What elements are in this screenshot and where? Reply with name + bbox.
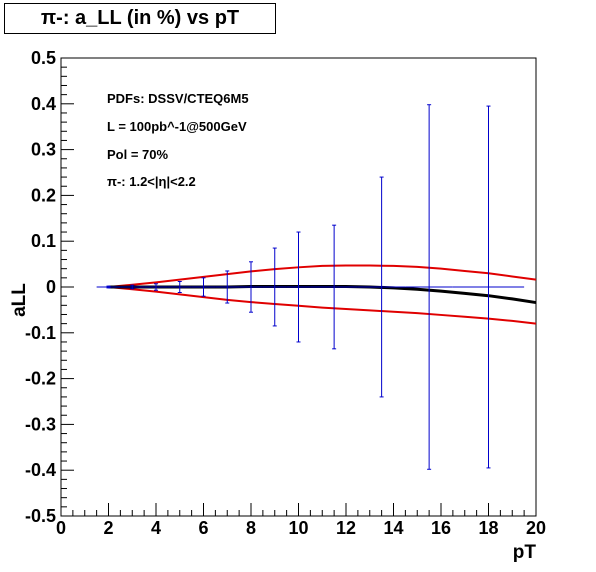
y-tick-label: 0.4	[31, 94, 56, 114]
y-tick-label: 0.2	[31, 185, 56, 205]
y-tick-label: 0	[46, 277, 56, 297]
x-tick-label: 8	[246, 518, 256, 538]
x-tick-label: 2	[103, 518, 113, 538]
y-tick-label: -0.1	[25, 323, 56, 343]
error-band-curve	[108, 286, 537, 325]
annotation-text: Pol = 70%	[107, 147, 168, 162]
x-tick-label: 14	[383, 518, 403, 538]
x-tick-label: 10	[288, 518, 308, 538]
x-tick-label: 18	[478, 518, 498, 538]
y-tick-label: 0.1	[31, 231, 56, 251]
annotation-text: PDFs: DSSV/CTEQ6M5	[107, 91, 249, 106]
x-tick-label: 6	[198, 518, 208, 538]
y-tick-label: -0.2	[25, 369, 56, 389]
x-axis-label: pT	[513, 542, 537, 563]
chart-title-box: π-: a_LL (in %) vs pT	[4, 3, 276, 34]
y-tick-label: -0.5	[25, 506, 56, 526]
y-tick-label: 0.5	[31, 48, 56, 68]
error-band-curve	[108, 264, 537, 288]
x-tick-label: 20	[526, 518, 546, 538]
x-tick-label: 0	[56, 518, 66, 538]
x-tick-label: 4	[151, 518, 161, 538]
y-tick-label: -0.4	[25, 460, 56, 480]
y-axis-label: aLL	[9, 283, 30, 317]
error-bars-group	[96, 104, 525, 470]
central-curve	[108, 285, 537, 305]
annotations-group: PDFs: DSSV/CTEQ6M5 L = 100pb^-1@500GeV Pol…	[107, 91, 249, 189]
y-tick-label: -0.3	[25, 414, 56, 434]
chart-title: π-: a_LL (in %) vs pT	[40, 7, 240, 29]
x-tick-label: 12	[336, 518, 356, 538]
annotation-text: π-: 1.2<|η|<2.2	[107, 174, 196, 189]
annotation-text: L = 100pb^-1@500GeV	[107, 119, 247, 134]
y-tick-label: 0.3	[31, 140, 56, 160]
series-group	[108, 264, 537, 325]
y-axis: -0.5 -0.4 -0.3 -0.2 -0.1 0 0.1 0.2 0.3 0.4 0.5	[25, 48, 74, 526]
x-axis: 0 2 4 6 8 10 12 14 16 18 20	[56, 503, 546, 538]
x-tick-label: 16	[431, 518, 451, 538]
